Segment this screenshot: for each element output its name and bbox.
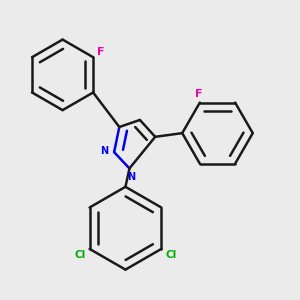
Text: F: F — [195, 89, 202, 99]
Text: F: F — [97, 47, 105, 57]
Text: N: N — [127, 172, 135, 182]
Text: Cl: Cl — [74, 250, 85, 260]
Text: N: N — [100, 146, 108, 156]
Text: Cl: Cl — [166, 250, 177, 260]
